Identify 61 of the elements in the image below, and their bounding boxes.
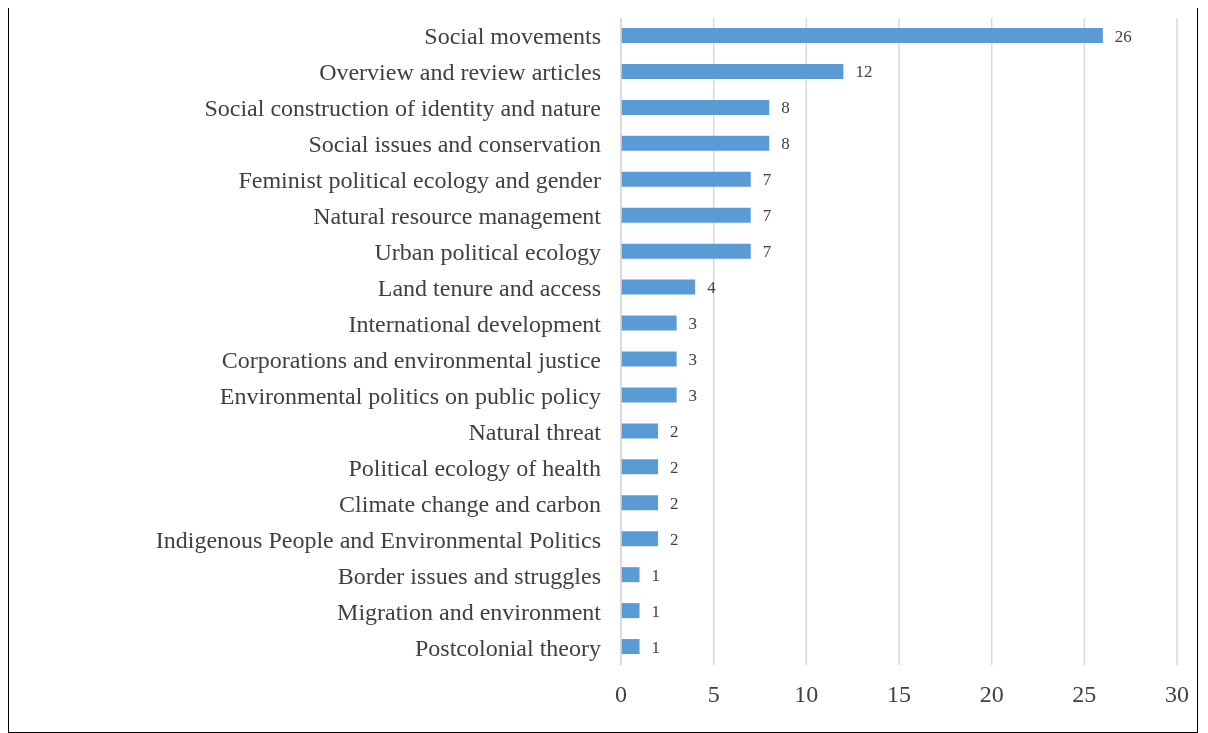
y-tick-label: Corporations and environmental justice	[221, 346, 601, 373]
data-label: 1	[651, 637, 661, 657]
bar	[621, 351, 677, 367]
data-label: 7	[762, 170, 772, 190]
bar	[621, 531, 659, 547]
bar	[621, 99, 770, 115]
y-tick-label: Feminist political ecology and gender	[238, 167, 602, 194]
y-tick-label: Social issues and conservation	[308, 131, 601, 158]
y-tick-label: Environmental politics on public policy	[219, 382, 601, 409]
y-tick-label: Political ecology of health	[348, 454, 601, 481]
x-tick-label: 20	[979, 681, 1004, 708]
bar	[621, 243, 751, 259]
data-label: 26	[1114, 26, 1132, 46]
data-label: 2	[670, 457, 679, 477]
y-tick-label: Natural threat	[468, 418, 602, 445]
data-label: 7	[762, 242, 772, 262]
bar	[621, 135, 770, 151]
y-tick-label: Land tenure and access	[377, 275, 601, 302]
data-label: 7	[762, 206, 772, 226]
data-label: 3	[688, 350, 698, 370]
bar	[621, 567, 640, 583]
y-tick-label: Postcolonial theory	[415, 634, 601, 661]
bar	[621, 639, 640, 655]
bar	[621, 495, 659, 511]
data-label: 8	[781, 134, 790, 154]
bar	[621, 63, 844, 79]
x-tick-label: 30	[1165, 681, 1189, 708]
data-label: 4	[707, 278, 717, 298]
bar	[621, 387, 677, 403]
bar	[621, 279, 696, 295]
y-tick-label: Indigenous People and Environmental Politics	[155, 526, 601, 553]
y-tick-label: Overview and review articles	[319, 59, 601, 86]
y-tick-label: International development	[348, 311, 602, 338]
bar	[621, 28, 1103, 43]
y-tick-label: Climate change and carbon	[339, 490, 601, 517]
bar	[621, 315, 677, 331]
data-label: 1	[651, 601, 661, 621]
x-tick-label: 5	[707, 681, 720, 708]
data-label: 8	[781, 98, 790, 118]
bar	[621, 603, 640, 619]
bar	[621, 207, 751, 223]
y-tick-label: Social movements	[424, 23, 601, 50]
x-tick-label: 10	[794, 681, 819, 708]
x-tick-label: 0	[615, 681, 627, 708]
bar	[621, 459, 659, 475]
data-label: 3	[688, 314, 698, 334]
bar	[621, 171, 751, 187]
bar	[621, 423, 659, 439]
y-tick-label: Social construction of identity and nature	[204, 95, 601, 122]
y-tick-label: Natural resource management	[313, 203, 602, 230]
data-label: 3	[688, 385, 698, 405]
x-tick-label: 15	[887, 681, 911, 708]
y-tick-label: Border issues and struggles	[337, 562, 601, 589]
data-label: 1	[651, 565, 661, 585]
data-label: 2	[670, 529, 679, 549]
data-label: 2	[670, 493, 679, 513]
data-label: 12	[855, 62, 873, 82]
x-tick-label: 25	[1072, 681, 1097, 708]
y-tick-label: Urban political ecology	[374, 239, 601, 266]
y-tick-label: Migration and environment	[337, 598, 602, 625]
data-label: 2	[670, 421, 679, 441]
